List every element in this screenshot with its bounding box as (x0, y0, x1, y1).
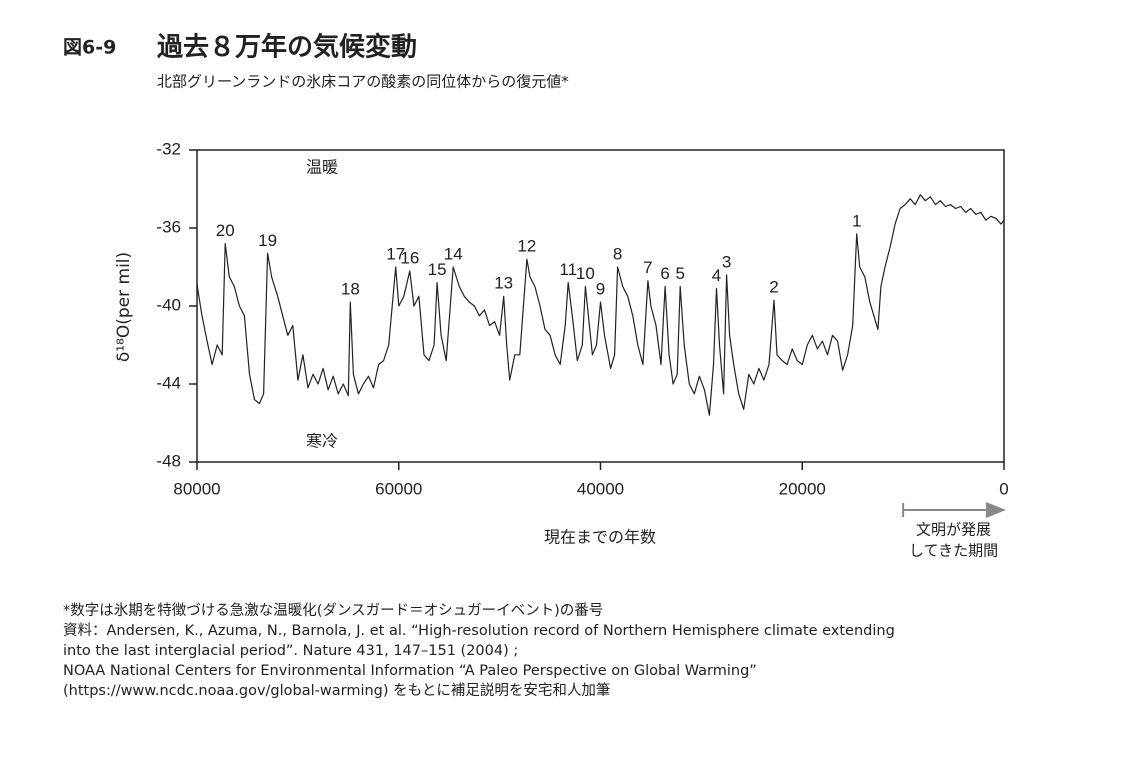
y-axis-label: δ¹⁸O(per mil) (114, 252, 134, 362)
event-label: 8 (613, 244, 622, 263)
figure-label: 図6-9 (63, 37, 116, 59)
event-label: 1 (852, 211, 861, 230)
y-tick-label: -44 (156, 373, 181, 392)
event-label: 3 (722, 252, 731, 271)
x-tick-label: 60000 (375, 479, 422, 498)
event-label: 16 (400, 248, 419, 267)
x-axis-label: 現在までの年数 (544, 528, 656, 547)
x-tick-label: 20000 (779, 479, 826, 498)
event-label: 5 (675, 264, 684, 283)
x-tick-label: 0 (999, 479, 1008, 498)
event-label: 13 (494, 274, 513, 293)
event-label: 15 (428, 260, 447, 279)
event-label: 17 (386, 244, 405, 263)
event-label: 14 (444, 244, 463, 263)
chart-subtitle: 北部グリーンランドの氷床コアの酸素の同位体からの復元値* (157, 73, 569, 91)
cold-label: 寒冷 (306, 432, 338, 451)
footnote: *数字は氷期を特徴づける急激な温暖化(ダンスガード＝オシュガーイベント)の番号 (63, 602, 603, 619)
x-tick-label: 80000 (173, 479, 220, 498)
y-tick-label: -48 (156, 451, 181, 470)
period-label: してきた期間 (909, 542, 998, 560)
warm-label: 温暖 (306, 158, 338, 177)
event-label: 12 (517, 237, 536, 256)
event-label: 19 (258, 231, 277, 250)
chart-title: 過去８万年の気候変動 (157, 32, 417, 63)
footnote: into the last interglacial period”. Natu… (63, 643, 518, 659)
event-label: 4 (712, 266, 721, 285)
y-tick-label: -32 (156, 139, 181, 158)
event-label: 11 (559, 260, 577, 279)
event-label: 20 (216, 221, 235, 240)
y-tick-label: -40 (156, 295, 181, 314)
y-tick-label: -36 (156, 217, 181, 236)
footnote: NOAA National Centers for Environmental … (63, 663, 757, 679)
event-label: 10 (576, 264, 595, 283)
data-line (196, 194, 1005, 416)
event-label: 7 (643, 258, 652, 277)
event-label: 18 (341, 280, 360, 299)
period-label: 文明が発展 (916, 521, 991, 539)
event-label: 2 (769, 278, 778, 297)
footnote: (https://www.ncdc.noaa.gov/global-warmin… (63, 682, 610, 699)
x-tick-label: 40000 (577, 479, 624, 498)
event-label: 6 (660, 264, 669, 283)
footnote: 資料：Andersen, K., Azuma, N., Barnola, J. … (63, 622, 895, 639)
event-label: 9 (596, 280, 605, 299)
